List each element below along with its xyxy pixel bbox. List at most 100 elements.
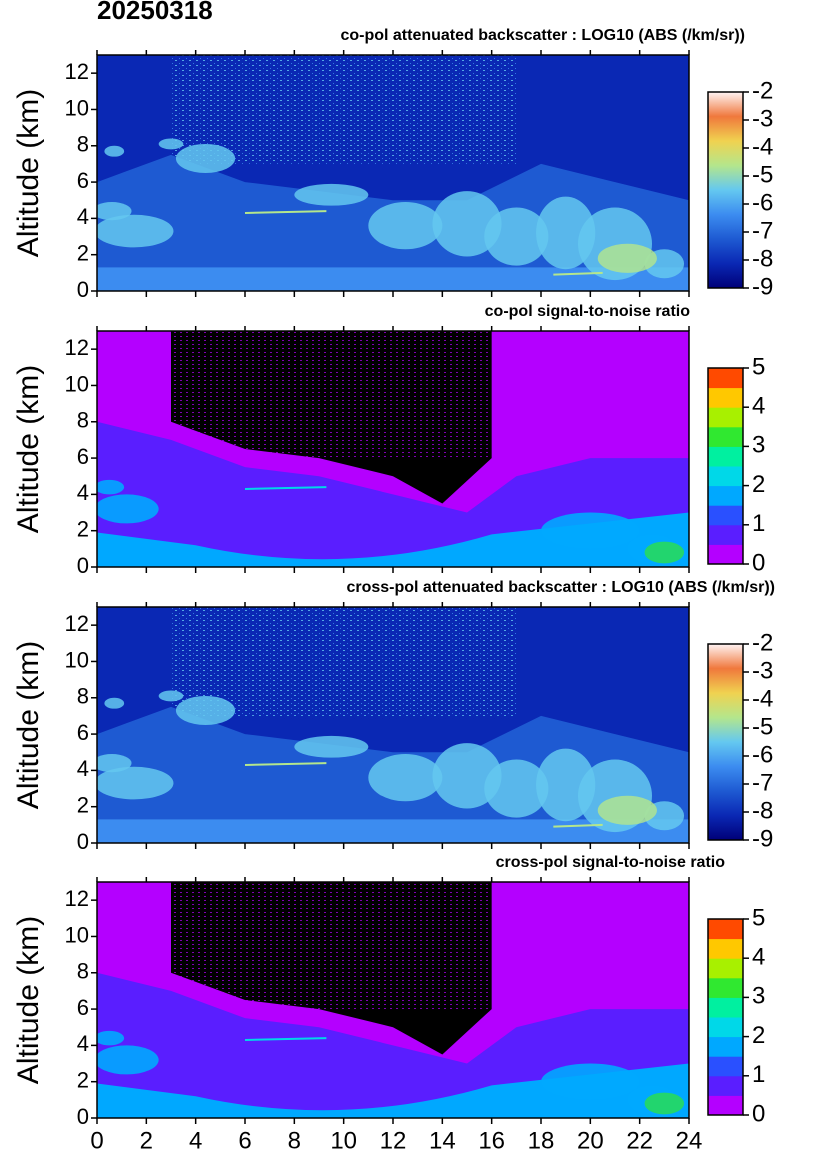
y-tick-label: 6 — [77, 995, 89, 1020]
colorbar-frame — [707, 918, 744, 1116]
colorbar-segment — [708, 387, 743, 408]
y-tick-label: 12 — [65, 59, 89, 84]
x-tick-label: 16 — [478, 1127, 505, 1154]
colorbar-tick-label: 0 — [752, 1100, 765, 1127]
cloud — [175, 695, 236, 725]
cloud — [97, 1045, 159, 1075]
panel-title: co-pol signal-to-noise ratio — [485, 303, 691, 320]
thin-layer — [553, 271, 603, 276]
y-tick-label: 10 — [65, 371, 89, 396]
y-tick-label: 6 — [77, 168, 89, 193]
noise-field — [171, 331, 492, 459]
thin-layer — [244, 762, 327, 766]
colorbar-tick-label: -7 — [752, 217, 773, 244]
colorbar-tick-label: 3 — [752, 983, 765, 1010]
x-tick-label: 12 — [380, 1127, 407, 1154]
colorbar-tick-label: 2 — [752, 1022, 765, 1049]
colorbar-segment — [708, 1095, 743, 1116]
colorbar — [708, 644, 743, 840]
y-tick-label: 12 — [65, 886, 89, 911]
colorbar-tick-label: -3 — [752, 105, 773, 132]
x-tick-label: 20 — [577, 1127, 604, 1154]
colorbar-tick-label: -4 — [752, 685, 773, 712]
cloud-core — [597, 243, 657, 273]
x-tick-label: 8 — [288, 1127, 301, 1154]
x-tick-label: 14 — [429, 1127, 456, 1154]
colorbar-tick-label: -5 — [752, 713, 773, 740]
colorbar-frame — [707, 367, 744, 565]
colorbar-segment — [708, 1075, 743, 1096]
field — [97, 882, 689, 1118]
colorbar-segment — [708, 1036, 743, 1057]
colorbar-tick-label: 1 — [752, 510, 765, 537]
cloud — [97, 1030, 125, 1046]
y-tick-label: 8 — [77, 959, 89, 984]
panel-title: cross-pol signal-to-noise ratio — [496, 854, 726, 871]
x-tick-label: 6 — [238, 1127, 251, 1154]
y-tick-label: 0 — [77, 1104, 89, 1129]
cloud-core — [597, 795, 657, 825]
y-tick-label: 4 — [77, 1031, 89, 1056]
y-tick-label: 6 — [77, 720, 89, 745]
y-tick-label: 2 — [77, 1068, 89, 1093]
cloud — [294, 735, 369, 758]
boundary-layer — [97, 267, 689, 291]
cloud — [175, 143, 236, 174]
colorbar-tick-label: -7 — [752, 769, 773, 796]
cloud — [104, 697, 125, 709]
thin-layer — [553, 823, 603, 828]
colorbar-segment — [708, 524, 743, 545]
cloud — [484, 759, 549, 818]
cloud — [541, 512, 640, 549]
y-tick-label: 8 — [77, 684, 89, 709]
cloud — [97, 494, 159, 524]
cloud — [158, 138, 184, 150]
colorbar-tick-label: -4 — [752, 133, 773, 160]
y-axis-label: Altitude (km) — [12, 365, 45, 533]
colorbar-segment — [708, 544, 743, 565]
near-field — [97, 512, 689, 567]
colorbar-segment — [708, 446, 743, 467]
x-tick-label: 0 — [90, 1127, 103, 1154]
y-tick-label: 4 — [77, 480, 89, 505]
y-tick-label: 4 — [77, 204, 89, 229]
y-tick-label: 2 — [77, 517, 89, 542]
cloud-core — [644, 1092, 685, 1115]
colorbar-frame — [707, 91, 744, 289]
field — [97, 55, 689, 291]
colorbar-tick-label: -5 — [752, 161, 773, 188]
field — [97, 607, 689, 843]
cloud-core — [644, 541, 685, 564]
boundary-layer — [97, 819, 689, 843]
y-tick-label: 0 — [77, 277, 89, 302]
colorbar-tick-label: -6 — [752, 189, 773, 216]
colorbar-segment — [708, 368, 743, 389]
y-tick-label: 10 — [65, 922, 89, 947]
cloud — [541, 1063, 640, 1100]
cloud — [97, 766, 174, 800]
cloud — [97, 202, 132, 221]
colorbar-segment — [708, 407, 743, 428]
colorbar-tick-label: 0 — [752, 549, 765, 576]
cloud — [432, 743, 502, 809]
cloud — [97, 754, 132, 773]
colorbar-segment — [708, 485, 743, 506]
x-tick-label: 18 — [528, 1127, 555, 1154]
cloud — [432, 191, 502, 257]
y-axis-label: Altitude (km) — [12, 641, 45, 809]
figure-title: 20250318 — [97, 0, 213, 25]
colorbar-frame — [707, 643, 744, 841]
colorbar-tick-label: -2 — [752, 77, 773, 104]
y-axis-label: Altitude (km) — [12, 916, 45, 1084]
colorbar-segment — [708, 426, 743, 447]
colorbar-segment — [708, 977, 743, 998]
cloud — [368, 202, 443, 250]
colorbar-tick-label: 1 — [752, 1061, 765, 1088]
colorbar-tick-label: -8 — [752, 797, 773, 824]
thin-layer — [244, 486, 327, 490]
colorbar-tick-label: 4 — [752, 944, 765, 971]
y-tick-label: 12 — [65, 335, 89, 360]
y-tick-label: 6 — [77, 444, 89, 469]
panel-title: cross-pol attenuated backscatter : LOG10… — [346, 579, 775, 596]
